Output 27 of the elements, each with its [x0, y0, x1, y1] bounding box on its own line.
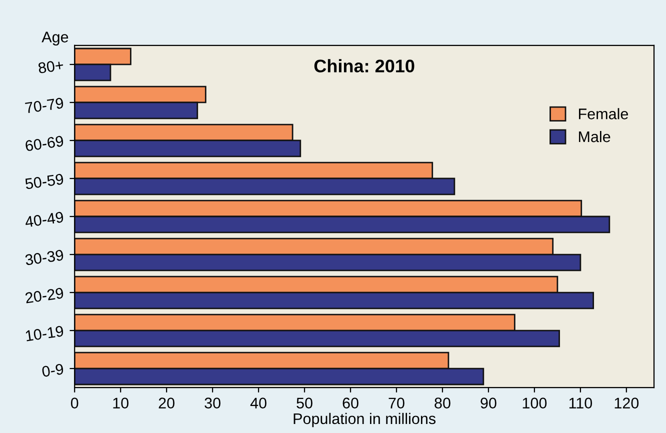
x-tick-label: 100 — [522, 398, 547, 408]
y-tick-label: 30-39 — [24, 249, 64, 266]
x-tick-label: 50 — [296, 398, 312, 408]
y-tick-label: 60-69 — [25, 135, 64, 152]
x-tick-label: 40 — [250, 398, 266, 408]
y-tick-label: 0-9 — [42, 363, 64, 378]
x-axis-title: Population in millions — [294, 412, 436, 428]
x-tick-label: 90 — [480, 398, 496, 408]
y-tick-label: 50-59 — [24, 173, 64, 190]
x-tick-label: 110 — [569, 398, 592, 408]
x-tick-label: 0 — [70, 398, 78, 408]
legend-label: Male — [578, 130, 610, 142]
y-tick-label: 80+ — [38, 59, 64, 74]
x-tick-label: 120 — [614, 398, 639, 408]
x-tick-label: 60 — [342, 398, 358, 408]
y-tick-label: 70-79 — [25, 97, 64, 114]
x-tick-label: 70 — [388, 398, 404, 408]
legend-label: Female — [578, 108, 628, 120]
text: China: 2010 — [314, 59, 414, 72]
y-tick-label: 10-19 — [25, 325, 64, 342]
x-tick-label: 30 — [204, 398, 220, 408]
x-tick-label: 20 — [158, 398, 174, 408]
x-tick-label: 10 — [113, 398, 128, 408]
x-tick-label: 80 — [434, 398, 450, 408]
y-axis-title: Age — [42, 32, 68, 46]
y-tick-label: 40-49 — [24, 211, 64, 228]
y-tick-label: 20-29 — [25, 287, 64, 304]
